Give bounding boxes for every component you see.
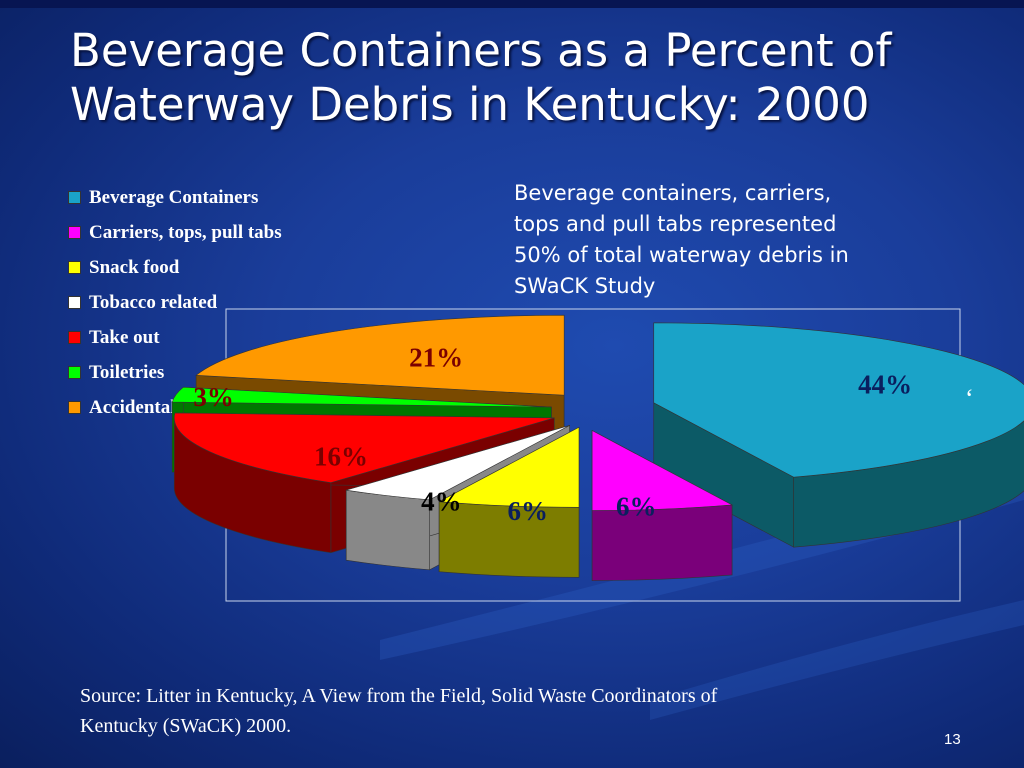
legend-swatch-take-out [68,331,81,344]
legend-item-toiletries: Toiletries [68,355,368,390]
legend-swatch-carriers [68,226,81,239]
legend-swatch-snack-food [68,261,81,274]
legend-label-tobacco-related: Tobacco related [89,291,218,313]
legend-item-carriers: Carriers, tops, pull tabs [68,215,368,250]
legend-item-tobacco-related: Tobacco related [68,285,368,320]
legend-label-snack-food: Snack food [89,256,180,278]
note-line-3: 50% of total waterway debris in [514,243,849,267]
pie-slice-beverage-containers [653,322,1024,548]
legend-swatch-tobacco-related [68,296,81,309]
slide-title: Beverage Containers as a Percent of Wate… [70,24,970,132]
legend-item-take-out: Take out [68,320,368,355]
pie-slice-carriers-tops-pull-tabs [591,430,734,581]
top-band [0,0,1024,8]
legend-item-beverage-containers: Beverage Containers [68,180,368,215]
legend-label-accidental: Accidental [89,396,176,418]
source-line-2: Kentucky (SWaCK) 2000. [80,715,292,737]
note-line-2: tops and pull tabs represented [514,212,837,236]
title-line-2: Waterway Debris in Kentucky: 2000 [70,78,870,131]
legend-item-snack-food: Snack food [68,250,368,285]
pie-slice-snack-food [438,426,580,578]
pie-label-snack-food: 6% [507,496,548,526]
note-line-1: Beverage containers, carriers, [514,181,832,205]
stray-mark: ‘ [965,384,974,413]
legend-item-accidental: Accidental [68,390,368,425]
legend-label-beverage-containers: Beverage Containers [89,186,259,208]
pie-label-tobacco-related: 4% [421,487,462,517]
source-citation: Source: Litter in Kentucky, A View from … [80,681,920,741]
legend-label-carriers: Carriers, tops, pull tabs [89,221,282,243]
legend-label-toiletries: Toiletries [89,361,165,383]
legend-label-take-out: Take out [89,326,160,348]
pie-label-toiletries: 3% [193,382,234,412]
source-line-1: Source: Litter in Kentucky, A View from … [80,685,718,707]
pie-label-take-out: 16% [314,441,368,471]
pie-slices [171,314,1024,581]
summary-note: Beverage containers, carriers, tops and … [514,178,894,302]
legend-swatch-accidental [68,401,81,414]
note-line-4: SWaCK Study [514,274,656,298]
legend-swatch-toiletries [68,366,81,379]
pie-labels: 21% 44% 3% 16% 4% 6% 6% [193,343,912,526]
pie-label-beverage-containers: 44% [858,370,912,400]
title-line-1: Beverage Containers as a Percent of [70,24,892,77]
page-number: 13 [944,731,961,748]
pie-label-accidental: 21% [409,343,463,373]
pie-label-carriers-tops-pull-tabs: 6% [616,491,657,521]
legend-swatch-beverage-containers [68,191,81,204]
chart-legend: Beverage Containers Carriers, tops, pull… [68,180,368,425]
